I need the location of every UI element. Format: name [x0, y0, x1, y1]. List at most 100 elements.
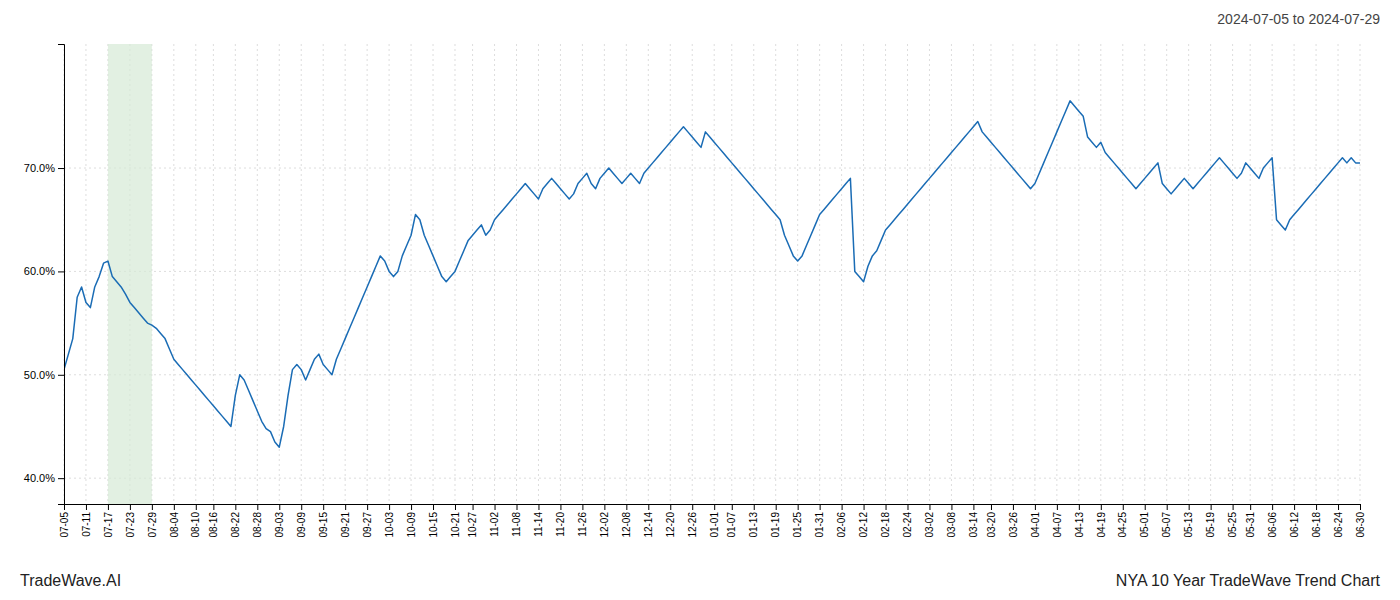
x-tick: 10-27	[467, 504, 478, 538]
x-tick-label: 09-09	[296, 512, 307, 538]
x-tick-label: 05-07	[1161, 512, 1172, 538]
grid-line-x	[1100, 44, 1101, 504]
grid-line-x	[494, 44, 495, 504]
x-tick: 12-20	[665, 504, 676, 538]
x-tick-mark	[495, 504, 496, 510]
x-tick: 10-09	[406, 504, 417, 538]
x-tick-mark	[196, 504, 197, 510]
chart-container: 07-0507-1107-1707-2307-2908-0408-1008-16…	[0, 0, 1400, 600]
grid-line-x	[863, 44, 864, 504]
x-tick: 09-09	[296, 504, 307, 538]
x-tick-label: 06-24	[1333, 512, 1344, 538]
y-tick: 70.0%	[24, 162, 64, 174]
x-tick-label: 04-25	[1117, 512, 1128, 538]
x-tick: 07-11	[81, 504, 92, 537]
x-tick: 07-29	[147, 504, 158, 538]
grid-line-x	[753, 44, 754, 504]
x-tick-mark	[929, 504, 930, 510]
x-tick: 08-16	[208, 504, 219, 538]
x-tick-mark	[1272, 504, 1273, 510]
x-tick-mark	[604, 504, 605, 510]
y-tick-label: 40.0%	[24, 472, 55, 484]
x-tick-mark	[886, 504, 887, 510]
x-tick-label: 03-26	[1008, 512, 1019, 538]
x-tick-label: 04-07	[1052, 512, 1063, 538]
x-tick-label: 11-02	[489, 512, 500, 537]
x-tick: 01-25	[792, 504, 803, 538]
grid-line-x	[279, 44, 280, 504]
x-tick-label: 06-18	[1311, 512, 1322, 538]
x-tick-mark	[560, 504, 561, 510]
x-tick-label: 09-03	[274, 512, 285, 538]
x-tick-mark	[1360, 504, 1361, 510]
x-tick-label: 09-15	[318, 512, 329, 538]
grid-line-x	[714, 44, 715, 504]
grid-line-x	[951, 44, 952, 504]
x-tick-mark	[1316, 504, 1317, 510]
x-tick-mark	[152, 504, 153, 510]
grid-line-x	[195, 44, 196, 504]
x-tick: 11-02	[489, 504, 500, 537]
x-axis-line	[65, 505, 1361, 511]
x-axis: 07-0507-1107-1707-2307-2908-0408-1008-16…	[59, 504, 1366, 538]
x-tick-mark	[798, 504, 799, 510]
plot-area: 07-0507-1107-1707-2307-2908-0408-1008-16…	[24, 44, 1366, 538]
x-tick: 08-28	[252, 504, 263, 538]
grid-line-x	[797, 44, 798, 504]
x-tick-label: 03-20	[986, 512, 997, 538]
grid-line-x	[173, 44, 174, 504]
x-tick-mark	[1250, 504, 1251, 510]
x-tick: 09-15	[318, 504, 329, 538]
x-tick: 01-07	[726, 504, 737, 538]
x-tick: 11-26	[577, 504, 588, 537]
x-tick-label: 10-15	[428, 512, 439, 538]
x-tick: 04-07	[1052, 504, 1063, 538]
x-tick-label: 07-11	[81, 512, 92, 537]
grid-line-x	[1012, 44, 1013, 504]
x-tick-label: 08-04	[169, 512, 180, 538]
grid-line-x	[301, 44, 302, 504]
x-tick-mark	[86, 504, 87, 510]
x-tick-label: 01-07	[726, 512, 737, 538]
x-tick-mark	[1189, 504, 1190, 510]
x-tick-label: 10-27	[467, 512, 478, 538]
x-tick-mark	[714, 504, 715, 510]
x-tick-label: 07-05	[59, 512, 70, 538]
x-tick: 05-01	[1139, 504, 1150, 538]
x-tick-label: 07-29	[147, 512, 158, 538]
x-tick-label: 01-01	[709, 512, 720, 538]
y-tick: 60.0%	[24, 265, 64, 277]
x-tick-mark	[648, 504, 649, 510]
x-tick-label: 01-13	[748, 512, 759, 538]
x-tick-mark	[257, 504, 258, 510]
x-tick-label: 10-03	[384, 512, 395, 538]
x-tick: 03-08	[946, 504, 957, 538]
grid-line-x	[929, 44, 930, 504]
x-tick-label: 03-08	[946, 512, 957, 538]
grid-line-x	[775, 44, 776, 504]
x-tick-mark	[1079, 504, 1080, 510]
y-tick-label: 60.0%	[24, 265, 55, 277]
grid-line-y	[64, 168, 1360, 169]
x-tick-mark	[670, 504, 671, 510]
x-tick: 06-18	[1311, 504, 1322, 538]
grid-line-x	[731, 44, 732, 504]
x-tick-label: 07-23	[125, 512, 136, 538]
x-tick-mark	[582, 504, 583, 510]
x-tick-label: 02-06	[836, 512, 847, 538]
x-tick: 01-19	[770, 504, 781, 538]
x-tick-label: 04-13	[1074, 512, 1085, 538]
x-tick: 02-06	[836, 504, 847, 538]
x-tick-label: 06-30	[1355, 512, 1366, 538]
x-tick-label: 06-06	[1267, 512, 1278, 538]
x-tick: 12-26	[687, 504, 698, 538]
annotation: TradeWave.AI	[20, 572, 121, 589]
grid-line-x	[516, 44, 517, 504]
grid-line-x	[841, 44, 842, 504]
x-tick-label: 02-24	[902, 512, 913, 538]
title: NYA 10 Year TradeWave Trend Chart	[1116, 572, 1381, 589]
x-tick-mark	[1233, 504, 1234, 510]
y-tick-label: 50.0%	[24, 369, 55, 381]
y-tick: 40.0%	[24, 472, 64, 484]
x-tick-label: 03-14	[968, 512, 979, 538]
